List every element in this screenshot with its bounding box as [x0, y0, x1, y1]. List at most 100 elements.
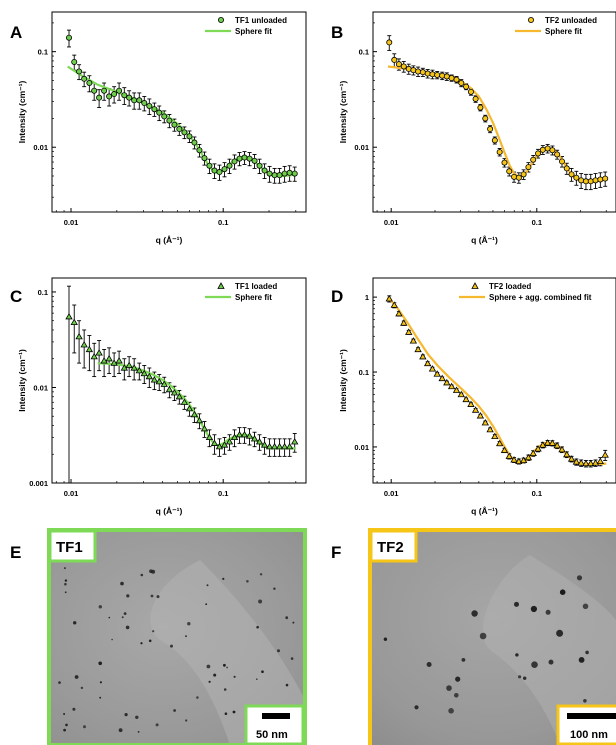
- nanoparticle: [124, 713, 128, 717]
- micrograph-tf2: TF2 100 nm: [368, 528, 616, 745]
- data-point: [121, 92, 128, 99]
- data-point: [500, 446, 509, 453]
- nanoparticle: [98, 605, 103, 609]
- fit-line: [387, 65, 607, 183]
- data-point: [130, 364, 138, 371]
- nanoparticle: [585, 650, 589, 655]
- data-point: [535, 150, 542, 157]
- data-point: [200, 424, 209, 432]
- data-point: [241, 154, 248, 161]
- plot-frame: [51, 277, 307, 484]
- nanoparticle: [64, 591, 67, 594]
- data-point: [414, 345, 422, 353]
- data-point: [467, 88, 474, 95]
- data-point: [145, 372, 154, 380]
- data-point: [423, 359, 432, 367]
- data-point: [487, 126, 494, 133]
- micrograph-tf1: TF1 50 nm: [47, 528, 307, 745]
- nanoparticle: [126, 594, 130, 598]
- data-point: [529, 449, 537, 456]
- scale-bar: [262, 713, 290, 719]
- fit-line: [97, 362, 296, 450]
- legend-label: TF2 unloaded: [545, 16, 597, 25]
- data-point: [231, 158, 238, 165]
- data-point: [205, 433, 214, 441]
- data-point: [141, 100, 148, 107]
- y-axis-label: Intensity (cm⁻¹): [17, 81, 27, 144]
- data-point: [467, 400, 475, 407]
- micrograph-border: [47, 528, 307, 745]
- data-point: [125, 361, 133, 369]
- y-tick-label: 0.1: [359, 48, 369, 57]
- nanoparticle: [72, 707, 76, 711]
- data-point: [136, 97, 143, 104]
- panel-label-b: B: [331, 23, 343, 42]
- data-point: [80, 340, 88, 348]
- data-point: [592, 177, 599, 184]
- data-point: [476, 412, 485, 419]
- nanoparticle: [233, 675, 236, 678]
- x-tick-label: 0.01: [64, 489, 79, 498]
- micrograph-label: TF1: [56, 539, 83, 556]
- data-point: [601, 451, 609, 458]
- data-point: [443, 378, 451, 386]
- data-point: [255, 437, 264, 445]
- nanoparticle: [531, 661, 538, 668]
- nanoparticle: [461, 658, 466, 662]
- data-point: [275, 442, 284, 450]
- nanoparticle: [196, 696, 199, 699]
- nanoparticle: [222, 577, 225, 581]
- data-point: [582, 459, 590, 467]
- data-point: [482, 115, 489, 122]
- nanoparticle: [206, 584, 209, 587]
- data-point: [140, 369, 148, 377]
- micrograph-label: TF2: [377, 539, 404, 556]
- data-point: [250, 435, 259, 442]
- data-point: [563, 165, 570, 172]
- nanoparticle: [383, 637, 388, 641]
- nanoparticle: [148, 639, 152, 643]
- data-point: [220, 441, 229, 448]
- legend-label: Sphere + agg. combined fit: [489, 293, 592, 302]
- x-tick-label: 0.1: [218, 218, 228, 227]
- data-point: [106, 93, 113, 100]
- x-tick-label: 0.01: [64, 218, 79, 227]
- data-point: [265, 442, 274, 450]
- data-point: [291, 170, 298, 177]
- data-point: [150, 376, 159, 383]
- data-point: [110, 359, 118, 366]
- plot-frame: [372, 11, 616, 213]
- data-point: [539, 441, 547, 448]
- micrograph-label-box: [369, 529, 418, 563]
- y-tick-label: 0.1: [38, 288, 48, 297]
- data-point: [166, 117, 173, 124]
- nanoparticle: [578, 657, 585, 663]
- legend-marker: [217, 16, 224, 23]
- nanoparticle: [98, 661, 102, 666]
- data-point: [395, 61, 402, 68]
- data-point: [156, 109, 163, 116]
- data-point: [452, 386, 461, 393]
- nanoparticle: [213, 673, 217, 677]
- data-point: [105, 354, 113, 362]
- data-point: [434, 71, 441, 78]
- data-point: [419, 352, 427, 360]
- data-point: [491, 137, 498, 144]
- data-point: [201, 155, 208, 162]
- y-tick-label: 0.01: [354, 443, 369, 452]
- nanoparticle: [446, 685, 452, 691]
- data-point: [116, 87, 123, 94]
- data-point: [281, 170, 288, 177]
- data-point: [462, 395, 470, 403]
- data-point: [261, 167, 268, 174]
- data-point: [75, 332, 83, 340]
- data-point: [390, 301, 398, 308]
- data-point: [246, 155, 253, 162]
- nanoparticle: [205, 603, 208, 606]
- data-point: [185, 404, 194, 412]
- data-point: [91, 87, 98, 94]
- nanoparticle: [583, 699, 587, 703]
- nanoparticle: [277, 649, 280, 653]
- nanoparticle: [74, 675, 79, 679]
- data-point: [395, 309, 403, 317]
